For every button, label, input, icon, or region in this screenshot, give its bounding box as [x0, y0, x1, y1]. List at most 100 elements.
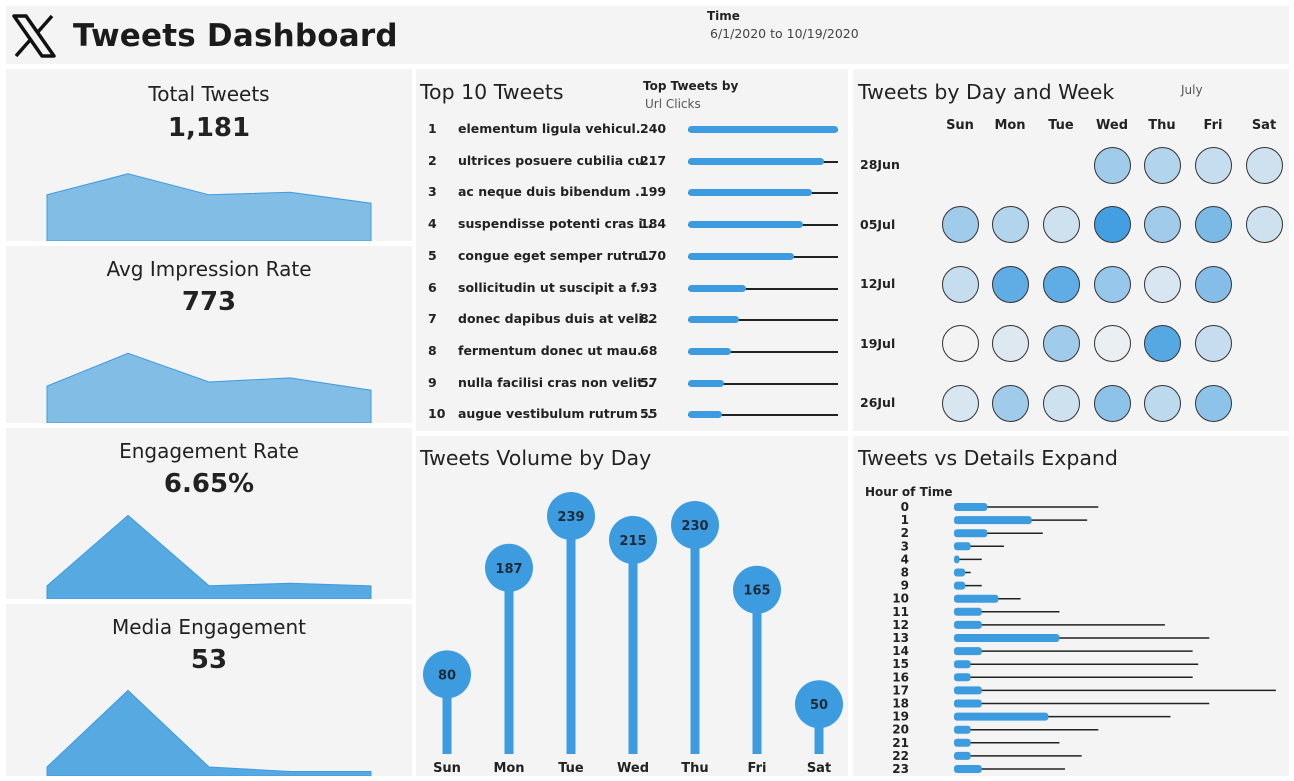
tweets-bar[interactable] [954, 712, 1049, 721]
hour-label: 0 [901, 500, 909, 514]
hour-label: 14 [892, 644, 909, 658]
tweets-bar[interactable] [954, 594, 999, 603]
bar-track [688, 350, 838, 353]
tweet-url-clicks: 82 [640, 311, 658, 327]
top-10-tweets-panel: Top 10 Tweets Top Tweets by Url Clicks 1… [416, 69, 848, 431]
tweets-bar[interactable] [954, 765, 982, 773]
day-cell[interactable] [1042, 265, 1080, 303]
top-tweet-row[interactable]: 6 sollicitudin ut suscipit a f.. 93 [416, 280, 848, 300]
top-tweet-row[interactable]: 10 augue vestibulum rutrum .. 55 [416, 406, 848, 426]
tweets-bar[interactable] [954, 568, 966, 577]
day-cell[interactable] [1143, 265, 1181, 303]
tweets-bar[interactable] [954, 660, 971, 669]
day-cell[interactable] [1143, 206, 1181, 243]
url-clicks-bar [688, 284, 747, 292]
day-cell[interactable] [1245, 206, 1283, 243]
day-cell[interactable] [1042, 325, 1080, 362]
hour-label: 18 [892, 697, 909, 711]
tweets-bar[interactable] [954, 555, 960, 564]
tweet-text: elementum ligula vehicul.. [458, 121, 646, 136]
x-logo-icon [12, 14, 56, 58]
lollipop-head[interactable] [733, 565, 781, 614]
category-label: Sat [807, 761, 831, 776]
day-cell[interactable] [1143, 146, 1181, 184]
top-tweet-row[interactable]: 3 ac neque duis bibendum .. 199 [416, 184, 848, 204]
hour-label: 20 [892, 723, 909, 737]
tweets-bar[interactable] [954, 751, 971, 760]
day-cell[interactable] [991, 325, 1029, 362]
month-label: July [1181, 83, 1203, 97]
tweets-bar[interactable] [954, 699, 982, 708]
day-cell[interactable] [991, 206, 1029, 243]
tweets-bar[interactable] [954, 634, 1060, 642]
hour-label: 13 [892, 631, 909, 645]
day-cell[interactable] [991, 265, 1029, 303]
sort-by-value[interactable]: Url Clicks [645, 97, 701, 111]
day-cell[interactable] [941, 206, 979, 243]
top-tweet-row[interactable]: 8 fermentum donec ut mau.. 68 [416, 343, 848, 363]
lollipop-head[interactable] [547, 492, 595, 540]
lollipop-head[interactable] [485, 543, 533, 592]
top-tweet-row[interactable]: 7 donec dapibus duis at veli.. 82 [416, 311, 848, 331]
tweets-bar[interactable] [954, 542, 971, 551]
tweets-bar[interactable] [954, 673, 971, 682]
day-cell[interactable] [1093, 265, 1131, 303]
category-label: Tue [558, 761, 584, 776]
tweets-bar[interactable] [954, 516, 1032, 525]
tweets-bar[interactable] [954, 647, 982, 656]
day-cell[interactable] [1042, 206, 1080, 243]
day-cell[interactable] [1194, 384, 1232, 422]
tweets-bar[interactable] [954, 738, 971, 747]
url-clicks-bar [688, 126, 838, 133]
tweet-url-clicks: 240 [640, 121, 667, 136]
top-tweet-row[interactable]: 2 ultrices posuere cubilia cu.. 217 [416, 153, 848, 173]
kpi-card-engagement-rate: Engagement Rate 6.65% [6, 428, 412, 599]
top-tweet-row[interactable]: 1 elementum ligula vehicul.. 240 [416, 121, 848, 141]
day-cell[interactable] [991, 384, 1029, 422]
tweet-rank: 8 [428, 342, 437, 358]
tweets-bar[interactable] [954, 581, 966, 590]
dashboard-header: Tweets Dashboard Time 6/1/2020 to 10/19/… [6, 6, 1289, 64]
top-tweet-row[interactable]: 9 nulla facilisi cras non velit.. 57 [416, 375, 848, 395]
url-clicks-bar [688, 189, 813, 197]
kpi-sparkline [46, 514, 372, 599]
kpi-value: 6.65% [163, 469, 255, 499]
lollipop-head[interactable] [423, 650, 471, 699]
url-clicks-bar [688, 347, 731, 355]
tweets-bar[interactable] [954, 686, 982, 695]
hour-label: 10 [892, 592, 909, 606]
top-tweet-row[interactable]: 5 congue eget semper rutru.. 170 [416, 248, 848, 268]
day-cell[interactable] [1093, 206, 1131, 243]
bar-track [688, 382, 838, 385]
hour-label: 23 [892, 762, 909, 776]
day-cell[interactable] [1194, 265, 1232, 303]
day-cell[interactable] [1194, 146, 1232, 184]
day-cell[interactable] [1194, 206, 1232, 243]
tweets-bar[interactable] [954, 620, 982, 629]
url-clicks-bar [688, 252, 795, 260]
tweets-bar[interactable] [954, 725, 971, 734]
tweet-text: suspendisse potenti cras i.. [458, 216, 653, 232]
weekday-label: Tue [1048, 118, 1074, 133]
panel-title: Tweets Volume by Day [420, 446, 652, 470]
day-cell[interactable] [1143, 384, 1181, 422]
tweets-bar[interactable] [954, 529, 988, 538]
time-filter-value[interactable]: 6/1/2020 to 10/19/2020 [710, 26, 859, 41]
day-cell[interactable] [1143, 325, 1181, 362]
lollipop-head[interactable] [795, 680, 843, 729]
day-cell[interactable] [941, 265, 979, 303]
lollipop-head[interactable] [609, 515, 657, 564]
day-cell[interactable] [941, 384, 979, 422]
day-cell[interactable] [1194, 325, 1232, 362]
day-cell[interactable] [1245, 146, 1283, 184]
tweets-bar[interactable] [954, 503, 988, 511]
day-cell[interactable] [1042, 384, 1080, 422]
day-cell[interactable] [1093, 384, 1131, 422]
day-cell[interactable] [1093, 325, 1131, 362]
day-cell[interactable] [1093, 146, 1131, 184]
tweets-bar[interactable] [954, 607, 982, 616]
top-tweet-row[interactable]: 4 suspendisse potenti cras i.. 184 [416, 216, 848, 236]
panel-title: Tweets by Day and Week [858, 80, 1115, 104]
day-cell[interactable] [941, 325, 979, 362]
lollipop-head[interactable] [671, 500, 719, 549]
